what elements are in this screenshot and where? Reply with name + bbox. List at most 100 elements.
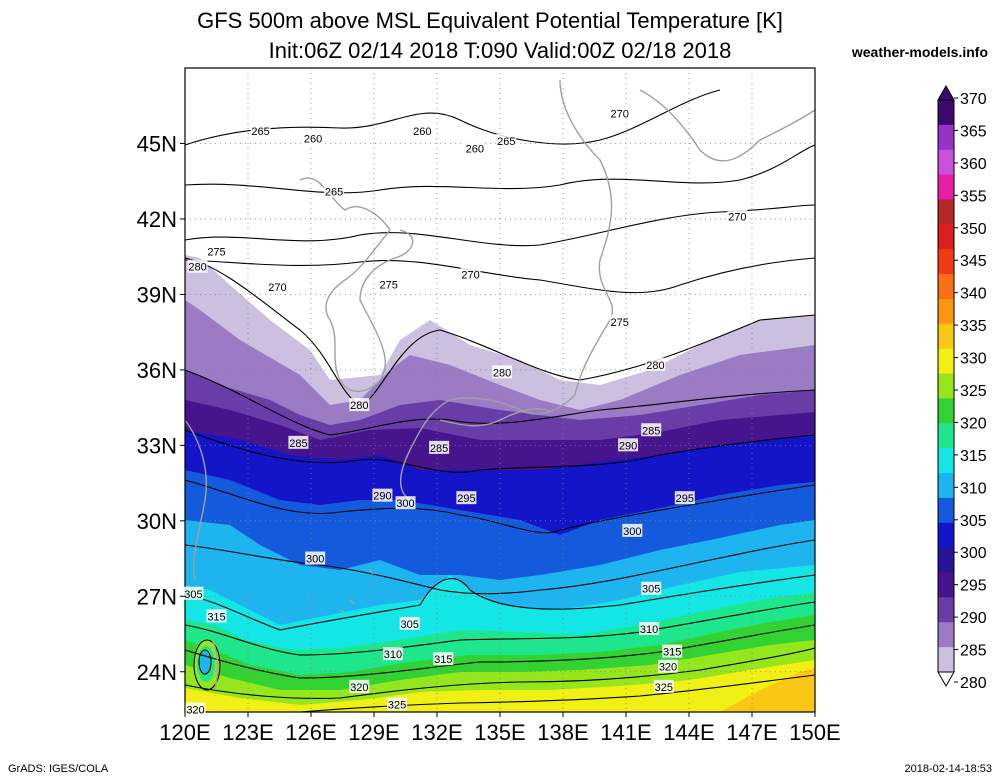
contour-label: 285	[641, 423, 662, 437]
svg-text:265: 265	[251, 126, 269, 138]
contour-label: 285	[429, 440, 450, 455]
contour-label: 270	[460, 267, 481, 281]
contour-label: 320	[349, 679, 370, 694]
lon-tick-label: 144E	[663, 720, 714, 745]
contour-label: 275	[609, 315, 630, 329]
colorbar-swatch	[938, 522, 954, 549]
svg-text:280: 280	[493, 367, 511, 379]
svg-text:320: 320	[659, 662, 677, 674]
svg-text:280: 280	[646, 360, 664, 372]
colorbar-label: 330	[960, 351, 987, 368]
svg-text:275: 275	[380, 279, 398, 291]
contour-label: 280	[645, 357, 666, 372]
map-subtitle: Init:06Z 02/14 2018 T:090 Valid:00Z 02/1…	[268, 38, 732, 63]
svg-text:290: 290	[619, 440, 637, 452]
contour-label: 300	[305, 551, 326, 566]
colorbar-swatch	[938, 323, 954, 350]
contour-label: 325	[387, 697, 408, 711]
svg-text:285: 285	[289, 438, 307, 450]
colorbar-swatch	[938, 622, 954, 648]
lat-tick-label: 45N	[137, 131, 177, 156]
colorbar-swatch	[938, 597, 954, 623]
map-title: GFS 500m above MSL Equivalent Potential …	[197, 8, 783, 33]
svg-text:260: 260	[304, 133, 322, 145]
contour-label: 290	[618, 438, 639, 452]
svg-text:295: 295	[676, 493, 694, 505]
brand-label[interactable]: weather-models.info	[851, 44, 988, 60]
contour-label: 310	[639, 621, 660, 636]
colorbar-label: 320	[960, 415, 987, 432]
svg-text:270: 270	[268, 282, 286, 294]
svg-text:275: 275	[207, 247, 225, 259]
contour-label: 305	[641, 581, 662, 596]
contour-label: 275	[206, 244, 227, 259]
svg-text:325: 325	[388, 699, 406, 711]
colorbar-label: 350	[960, 221, 987, 238]
svg-text:270: 270	[461, 269, 479, 281]
lon-tick-label: 132E	[411, 720, 462, 745]
lon-tick-label: 150E	[789, 720, 840, 745]
contour-label: 270	[609, 106, 630, 120]
contour-label: 260	[464, 141, 485, 156]
contour-label: 305	[183, 586, 204, 601]
svg-text:280: 280	[350, 400, 368, 412]
colorbar-swatch	[938, 497, 954, 524]
colorbar-max-arrow	[937, 84, 955, 101]
svg-text:300: 300	[623, 526, 641, 538]
colorbar-label: 285	[960, 643, 987, 660]
colorbar-swatch	[938, 124, 954, 151]
svg-text:285: 285	[430, 443, 448, 455]
colorbar-swatch	[938, 274, 954, 300]
colorbar-label: 360	[960, 156, 987, 173]
contour-label: 305	[399, 616, 420, 631]
colorbar-swatch	[938, 547, 954, 574]
colorbar-label: 370	[960, 91, 987, 108]
svg-text:265: 265	[325, 186, 343, 198]
colorbar-swatch	[938, 199, 954, 225]
contour-label: 280	[349, 398, 370, 412]
colorbar: 370 365 360 355 350 345 340 335 330 325 320 315 310 3…	[937, 84, 987, 692]
lat-tick-label: 42N	[137, 207, 177, 232]
svg-text:300: 300	[396, 498, 414, 510]
lon-tick-label: 129E	[348, 720, 399, 745]
contour-label: 290	[372, 488, 393, 503]
colorbar-swatch	[938, 298, 954, 325]
contour-label: 325	[653, 679, 674, 694]
lon-tick-label: 141E	[600, 720, 651, 745]
lon-tick-label: 126E	[285, 720, 336, 745]
colorbar-label: 340	[960, 286, 987, 303]
svg-text:290: 290	[373, 491, 391, 503]
contour-label: 285	[288, 435, 309, 450]
svg-text:305: 305	[401, 619, 419, 631]
contour-label: 300	[622, 523, 643, 538]
svg-text:275: 275	[611, 317, 629, 329]
contour-label: 315	[433, 652, 454, 666]
colorbar-label: 335	[960, 318, 987, 335]
contour-label: 315	[662, 644, 683, 659]
svg-text:280: 280	[188, 262, 206, 274]
lat-tick-label: 30N	[137, 509, 177, 534]
colorbar-label: 355	[960, 188, 987, 205]
colorbar-swatch	[938, 572, 954, 598]
svg-text:320: 320	[186, 704, 204, 716]
contour-label: 280	[187, 259, 208, 274]
contour-label: 265	[496, 133, 517, 148]
colorbar-label: 310	[960, 480, 987, 497]
contour-label: 320	[185, 702, 206, 716]
lat-tick-label: 24N	[137, 660, 177, 685]
svg-text:325: 325	[655, 682, 673, 694]
colorbar-label: 325	[960, 383, 987, 400]
lat-tick-label: 39N	[137, 282, 177, 307]
colorbar-swatch	[938, 174, 954, 200]
lat-tick-label: 36N	[137, 358, 177, 383]
contour-label: 295	[456, 491, 477, 505]
colorbar-label: 295	[960, 578, 987, 595]
colorbar-label: 345	[960, 253, 987, 270]
colorbar-swatch	[938, 448, 954, 474]
colorbar-swatch	[938, 100, 954, 126]
footer-timestamp: 2018-02-14-18:53	[904, 763, 992, 775]
colorbar-label: 315	[960, 448, 987, 465]
svg-text:295: 295	[457, 493, 475, 505]
svg-text:270: 270	[728, 211, 746, 223]
